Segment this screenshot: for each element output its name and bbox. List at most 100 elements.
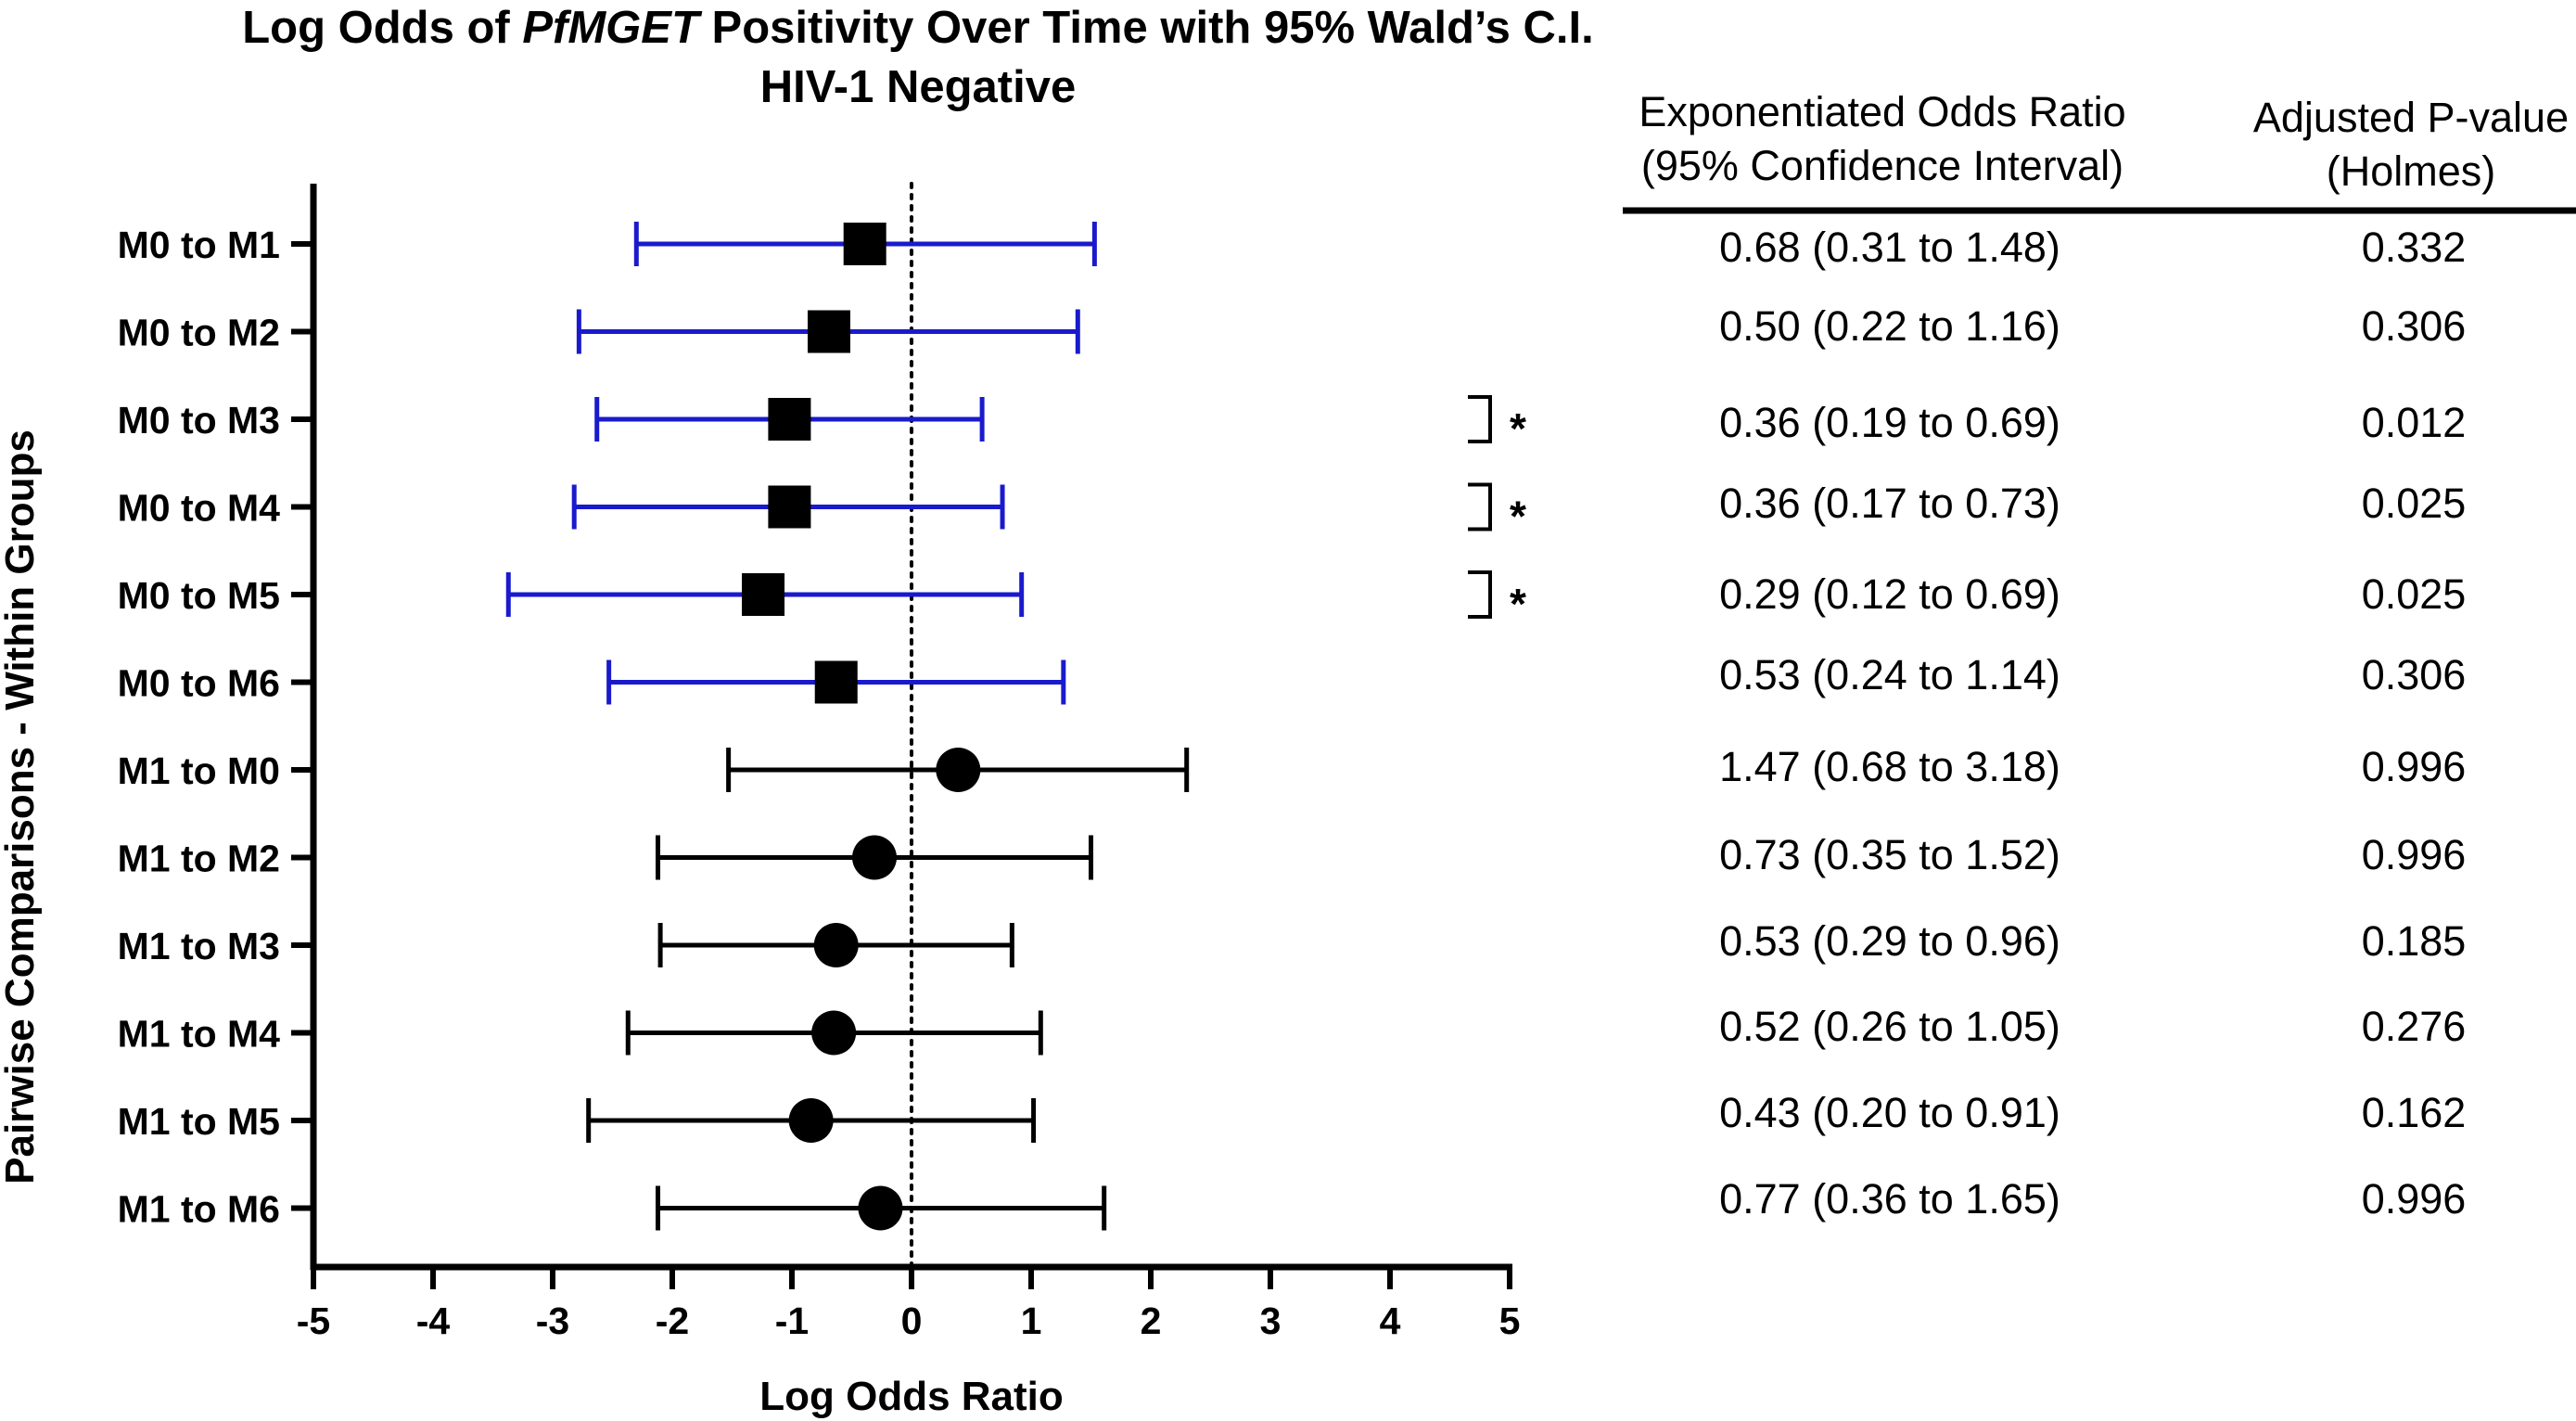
x-tick-label: 5: [1499, 1299, 1521, 1342]
significance-star: *: [1510, 404, 1526, 453]
table-cell-pvalue: 0.012: [2362, 399, 2467, 446]
chart-title-prefix: Log Odds of: [242, 3, 522, 53]
point-estimate-circle: [788, 1098, 834, 1143]
table-cell-pvalue: 0.996: [2362, 831, 2467, 878]
table-cell-or-ci: 0.68 (0.31 to 1.48): [1719, 224, 2060, 271]
forest-row: M1 to M2: [118, 835, 1093, 880]
point-estimate-square: [814, 660, 858, 704]
table-row: 0.77 (0.36 to 1.65) 0.996: [1719, 1175, 2466, 1223]
point-estimate-square: [843, 223, 886, 265]
x-tick-label: -4: [416, 1299, 451, 1342]
forest-row: M1 to M6: [118, 1185, 1107, 1231]
table-col1-header-line1: Exponentiated Odds Ratio: [1639, 88, 2125, 135]
table-cell-or-ci: 0.36 (0.17 to 0.73): [1719, 480, 2060, 527]
table-row: 0.53 (0.29 to 0.96) 0.185: [1719, 917, 2466, 965]
table-row: 0.73 (0.35 to 1.52) 0.996: [1719, 831, 2466, 878]
significance-marks: * * *: [1468, 395, 1526, 628]
forest-row: M0 to M2: [118, 309, 1080, 354]
row-label: M0 to M6: [118, 662, 280, 705]
table-cell-or-ci: 0.36 (0.19 to 0.69): [1719, 399, 2060, 446]
table-row: 0.50 (0.22 to 1.16) 0.306: [1719, 302, 2466, 350]
point-estimate-circle: [811, 1010, 857, 1056]
row-label: M1 to M3: [118, 925, 280, 967]
point-estimate-circle: [813, 923, 859, 967]
significance-bracket: [1468, 395, 1492, 443]
point-estimate-circle: [858, 1185, 903, 1231]
x-tick-label: -2: [656, 1299, 689, 1342]
forest-row: M0 to M4: [118, 484, 1005, 530]
x-tick-label: 1: [1021, 1299, 1042, 1342]
table-col1-header-line2: (95% Confidence Interval): [1641, 142, 2123, 189]
table-cell-pvalue: 0.276: [2362, 1003, 2467, 1050]
y-axis-title: Pairwise Comparisons - Within Groups: [0, 429, 43, 1184]
point-estimate-square: [742, 573, 785, 616]
x-tick-label: 3: [1260, 1299, 1282, 1342]
results-table: Exponentiated Odds Ratio (95% Confidence…: [1623, 88, 2576, 1223]
table-cell-pvalue: 0.306: [2362, 651, 2467, 698]
significance-mark: *: [1468, 570, 1526, 628]
table-cell-or-ci: 0.50 (0.22 to 1.16): [1719, 302, 2060, 350]
table-cell-or-ci: 0.29 (0.12 to 0.69): [1719, 570, 2060, 618]
row-label: M0 to M4: [118, 487, 281, 530]
significance-bracket: [1468, 570, 1492, 619]
point-estimate-square: [807, 310, 850, 353]
table-cell-pvalue: 0.996: [2362, 1175, 2467, 1223]
point-estimate-square: [768, 485, 811, 529]
table-cell-or-ci: 0.52 (0.26 to 1.05): [1719, 1003, 2060, 1050]
significance-mark: *: [1468, 482, 1526, 541]
row-label: M1 to M6: [118, 1188, 280, 1231]
table-cell-pvalue: 0.162: [2362, 1089, 2467, 1136]
plot-rows: M0 to M1 M0 to M2 M0 to M3 M0 to M4 M0 to M5…: [118, 222, 1190, 1231]
forest-row: M1 to M4: [118, 1010, 1043, 1056]
row-label: M0 to M3: [118, 399, 280, 442]
table-cell-or-ci: 0.73 (0.35 to 1.52): [1719, 831, 2060, 878]
row-label: M1 to M5: [118, 1100, 280, 1143]
table-cell-or-ci: 0.53 (0.29 to 0.96): [1719, 917, 2060, 965]
table-cell-or-ci: 0.77 (0.36 to 1.65): [1719, 1175, 2060, 1223]
row-label: M1 to M4: [118, 1013, 281, 1056]
table-rows: 0.68 (0.31 to 1.48) 0.332 0.50 (0.22 to 1.…: [1719, 224, 2466, 1223]
table-col2-header-line1: Adjusted P-value: [2253, 94, 2569, 141]
x-tick-label: 0: [901, 1299, 923, 1342]
forest-row: M0 to M6: [118, 659, 1066, 705]
table-col2-header-line2: (Holmes): [2327, 147, 2496, 195]
table-row: 0.68 (0.31 to 1.48) 0.332: [1719, 224, 2466, 271]
table-cell-pvalue: 0.025: [2362, 480, 2467, 527]
axes: -5 -4 -3 -2 -1 0 1 2 3 4 5: [297, 184, 1521, 1342]
x-tick-label: 4: [1380, 1299, 1401, 1342]
table-cell-pvalue: 0.185: [2362, 917, 2467, 965]
row-label: M0 to M5: [118, 574, 280, 617]
forest-row: M1 to M3: [118, 923, 1014, 967]
significance-star: *: [1510, 580, 1526, 628]
x-tick-label: -5: [297, 1299, 330, 1342]
point-estimate-circle: [852, 835, 898, 880]
point-estimate-circle: [936, 748, 981, 792]
table-row: 0.36 (0.17 to 0.73) 0.025: [1719, 480, 2466, 527]
significance-star: *: [1510, 493, 1526, 541]
row-label: M1 to M2: [118, 838, 280, 880]
chart-subtitle: HIV-1 Negative: [760, 62, 1076, 112]
forest-row: M0 to M5: [118, 572, 1025, 617]
significance-bracket: [1468, 482, 1492, 531]
table-cell-pvalue: 0.306: [2362, 302, 2467, 350]
table-row: 0.29 (0.12 to 0.69) 0.025: [1719, 570, 2466, 618]
x-tick-label: -3: [536, 1299, 569, 1342]
x-tick-label: 2: [1141, 1299, 1162, 1342]
table-cell-or-ci: 0.43 (0.20 to 0.91): [1719, 1089, 2060, 1136]
table-row: 0.52 (0.26 to 1.05) 0.276: [1719, 1003, 2466, 1050]
table-cell-pvalue: 0.025: [2362, 570, 2467, 618]
forest-row: M0 to M1: [118, 222, 1097, 266]
forest-row: M1 to M0: [118, 748, 1190, 792]
table-cell-or-ci: 1.47 (0.68 to 3.18): [1719, 743, 2060, 790]
table-row: 0.53 (0.24 to 1.14) 0.306: [1719, 651, 2466, 698]
table-row: 0.43 (0.20 to 0.91) 0.162: [1719, 1089, 2466, 1136]
table-cell-pvalue: 0.332: [2362, 224, 2467, 271]
x-axis-title: Log Odds Ratio: [759, 1374, 1064, 1419]
row-label: M1 to M0: [118, 749, 280, 792]
forest-row: M1 to M5: [118, 1098, 1037, 1143]
table-cell-pvalue: 0.996: [2362, 743, 2467, 790]
table-cell-or-ci: 0.53 (0.24 to 1.14): [1719, 651, 2060, 698]
significance-mark: *: [1468, 395, 1526, 453]
x-tick-label: -1: [775, 1299, 809, 1342]
